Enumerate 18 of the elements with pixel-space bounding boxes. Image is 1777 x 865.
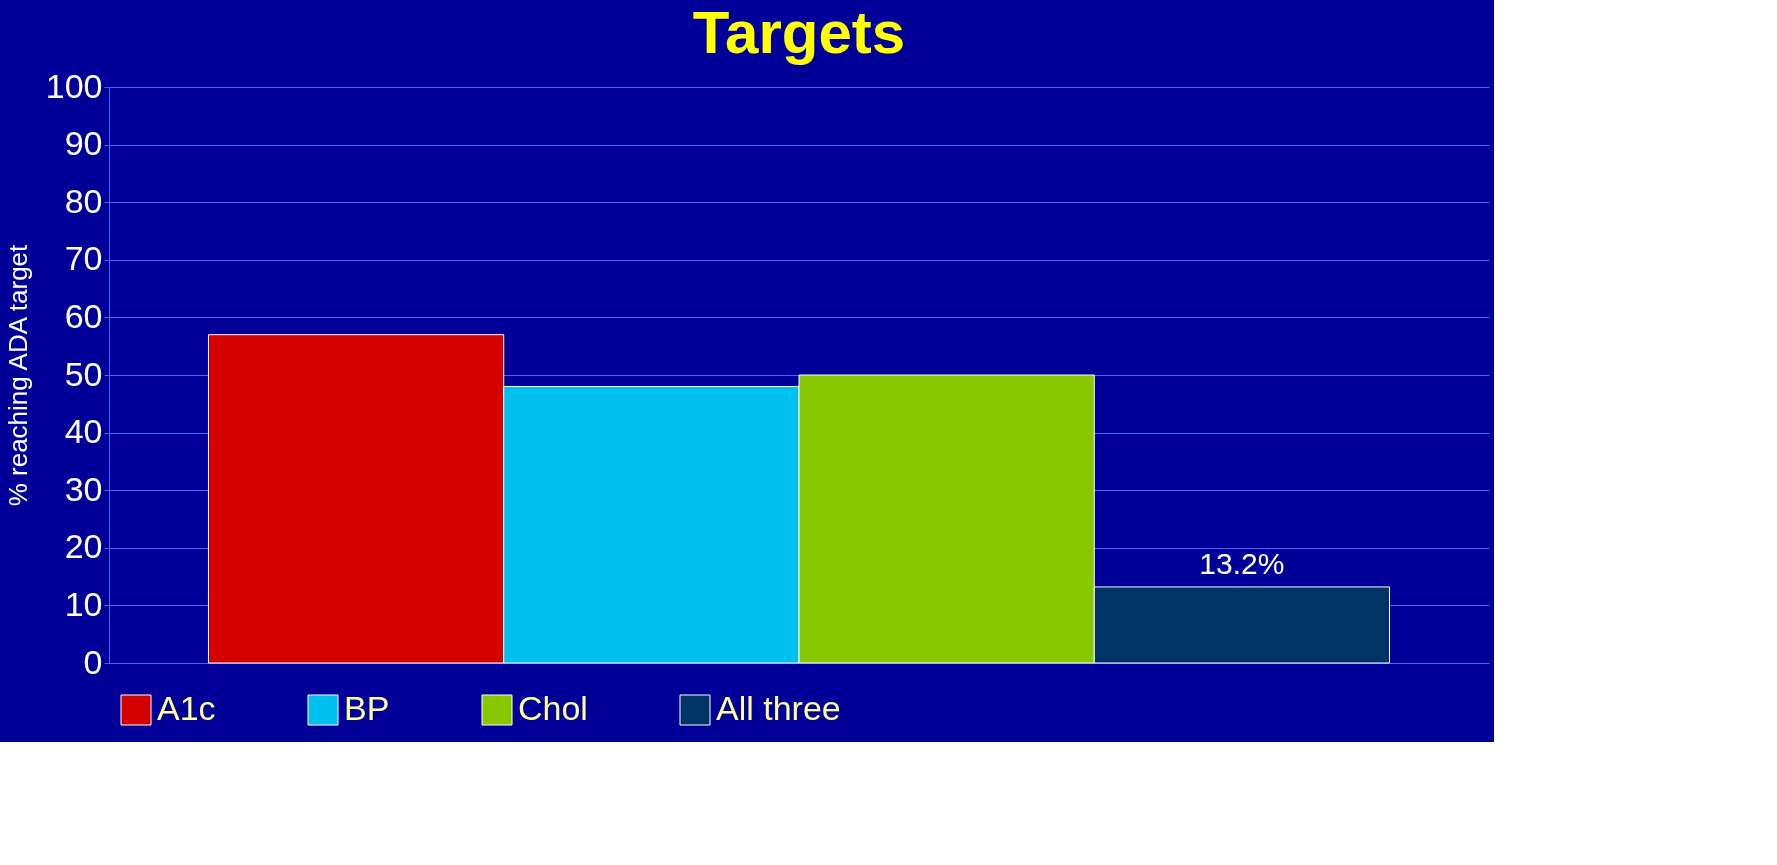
data-label: 13.2% (1199, 546, 1285, 580)
y-tick-label: 80 (64, 181, 103, 220)
y-tick-label: 10 (64, 584, 103, 623)
y-tick-label: 20 (64, 527, 103, 566)
legend-label: All three (716, 689, 841, 727)
y-axis-title: % reaching ADA target (2, 243, 33, 507)
legend-label: BP (344, 689, 390, 727)
legend-label: Chol (518, 689, 588, 727)
y-tick-label: 90 (64, 124, 103, 163)
y-tick-label: 0 (83, 642, 103, 681)
y-tick-label: 30 (64, 469, 103, 508)
chart-title: Targets (692, 0, 906, 66)
y-tick-label: 40 (64, 412, 103, 451)
y-tick-label: 100 (45, 66, 103, 105)
y-tick-label: 70 (64, 239, 103, 278)
y-tick-label: 50 (64, 354, 103, 393)
legend-label: A1c (157, 689, 216, 727)
y-tick-label: 60 (64, 296, 103, 335)
